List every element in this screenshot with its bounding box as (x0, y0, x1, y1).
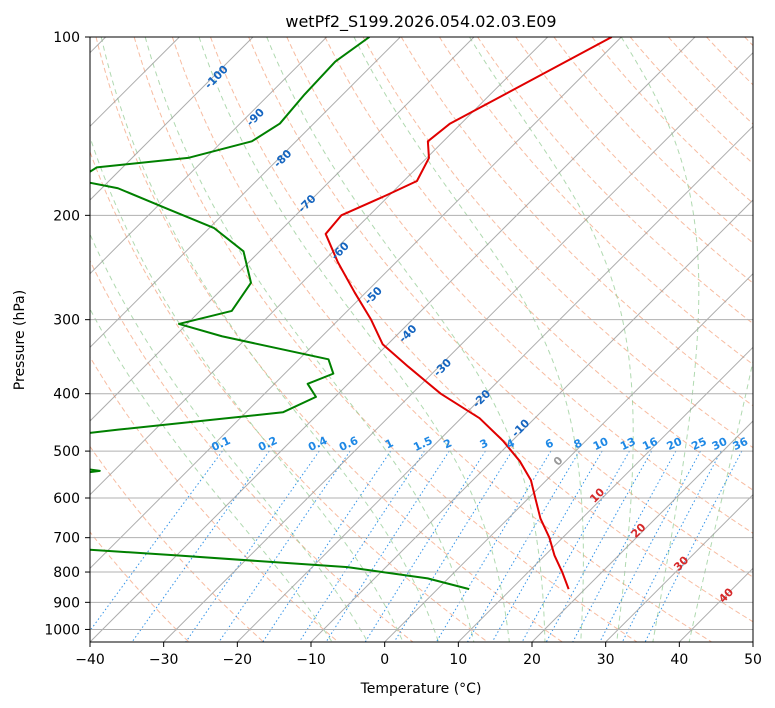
mixing-ratio-label: 13 (618, 435, 637, 453)
isotherm-line (90, 37, 254, 201)
isotherm-line (90, 37, 696, 642)
dry-adiabat-line (90, 531, 190, 642)
moist-adiabat-line (266, 37, 546, 642)
dry-adiabat-line (286, 37, 753, 534)
dry-adiabat-line (324, 37, 753, 491)
y-axis-label: Pressure (hPa) (12, 290, 28, 390)
dewpoint-line (90, 37, 470, 591)
mixing-ratio-line (218, 450, 351, 642)
profile-lines (90, 37, 613, 591)
isotherm-line (90, 37, 401, 349)
isotherm-line (90, 37, 549, 496)
x-tick-label: −20 (223, 652, 253, 668)
mixing-ratio-line (491, 450, 603, 642)
y-tick-label: 700 (53, 531, 80, 547)
x-tick-label: −30 (149, 652, 179, 668)
mixing-ratio-lines (90, 450, 743, 642)
mixing-ratio-line (572, 450, 677, 642)
mixing-ratio-label: 10 (591, 435, 611, 453)
mixing-ratio-line (185, 450, 320, 642)
temperature-line (324, 37, 613, 590)
mixing-ratio-line (644, 450, 743, 642)
mixing-ratio-label: 36 (731, 435, 751, 453)
isotherm-line (531, 420, 753, 642)
y-tick-label: 900 (53, 595, 80, 611)
plot-area: -100-90-80-70-60-50-40-30-20-10010203040… (90, 37, 753, 642)
x-tick-label: 0 (380, 652, 389, 668)
isotherm-line (384, 272, 753, 642)
dry-adiabat-line (477, 37, 753, 325)
dry-adiabat-line (90, 356, 339, 642)
mixing-ratio-line (262, 450, 392, 642)
x-tick-label: 10 (449, 652, 467, 668)
plot-frame (89, 36, 754, 643)
y-tick-label: 500 (53, 444, 80, 460)
pressure-gridlines (90, 37, 753, 630)
y-tick-label: 200 (53, 208, 80, 224)
dry-adiabat-line (400, 37, 753, 407)
dry-adiabat-line (210, 37, 753, 623)
x-tick-label: 30 (597, 652, 615, 668)
dry-adiabat-line (90, 150, 488, 642)
isotherm-line (90, 37, 475, 422)
isotherm-line (310, 199, 753, 642)
mixing-ratio-line (621, 450, 722, 642)
mixing-ratio-line (599, 450, 701, 642)
x-tick-label: 50 (744, 652, 762, 668)
y-tick-label: 100 (53, 30, 80, 46)
dry-adiabat-line (439, 37, 753, 366)
y-tick-label: 400 (53, 387, 80, 403)
x-tick-label: −10 (296, 652, 326, 668)
isotherm-line (163, 51, 753, 642)
isotherm-line (236, 125, 753, 642)
mixing-ratio-line (90, 450, 223, 632)
mixing-ratio-label: 20 (665, 435, 685, 453)
axis-ticks: −40 −30 −20 −10 0 10 20 30 40 50 100 200 300 400 500 60… (44, 30, 762, 668)
moist-adiabat-line (90, 233, 369, 642)
dry-adiabats (90, 37, 753, 642)
mixing-ratio-label: 16 (640, 435, 660, 453)
isotherm-line (605, 493, 753, 642)
moist-adiabat-line (90, 135, 404, 642)
isotherm-line (457, 346, 753, 642)
moist-adiabat-line (353, 37, 584, 642)
mixing-ratio-line (521, 450, 630, 642)
x-tick-label: −40 (75, 652, 105, 668)
y-tick-label: 1000 (44, 622, 80, 638)
dry-adiabat-line (362, 37, 753, 449)
moist-adiabat-line (144, 37, 475, 642)
isotherm-line (90, 37, 328, 275)
dry-adiabat-line (95, 37, 563, 642)
mixing-ratio-line (545, 450, 653, 642)
dry-adiabat-line (90, 445, 264, 642)
y-tick-label: 800 (53, 565, 80, 581)
y-tick-label: 300 (53, 313, 80, 329)
chart-title: wetPf2_S199.2026.054.02.03.E09 (285, 12, 556, 32)
moist-adiabats (90, 37, 753, 642)
x-tick-label: 20 (523, 652, 541, 668)
isotherm-line (90, 37, 622, 570)
dry-adiabat-line (515, 37, 753, 284)
mixing-ratio-label: 25 (689, 435, 708, 453)
x-tick-label: 40 (670, 652, 688, 668)
dry-adiabat-line (133, 37, 638, 642)
dry-adiabat-line (171, 37, 712, 642)
dry-adiabat-line (90, 259, 414, 642)
moist-adiabat-line (100, 37, 439, 642)
mixing-ratio-label: 30 (710, 435, 730, 453)
dry-adiabat-line (248, 37, 753, 578)
x-axis-label: Temperature (°C) (360, 681, 482, 697)
isotherms (90, 37, 753, 642)
y-tick-label: 600 (53, 491, 80, 507)
mixing-ratio-line (298, 450, 425, 642)
